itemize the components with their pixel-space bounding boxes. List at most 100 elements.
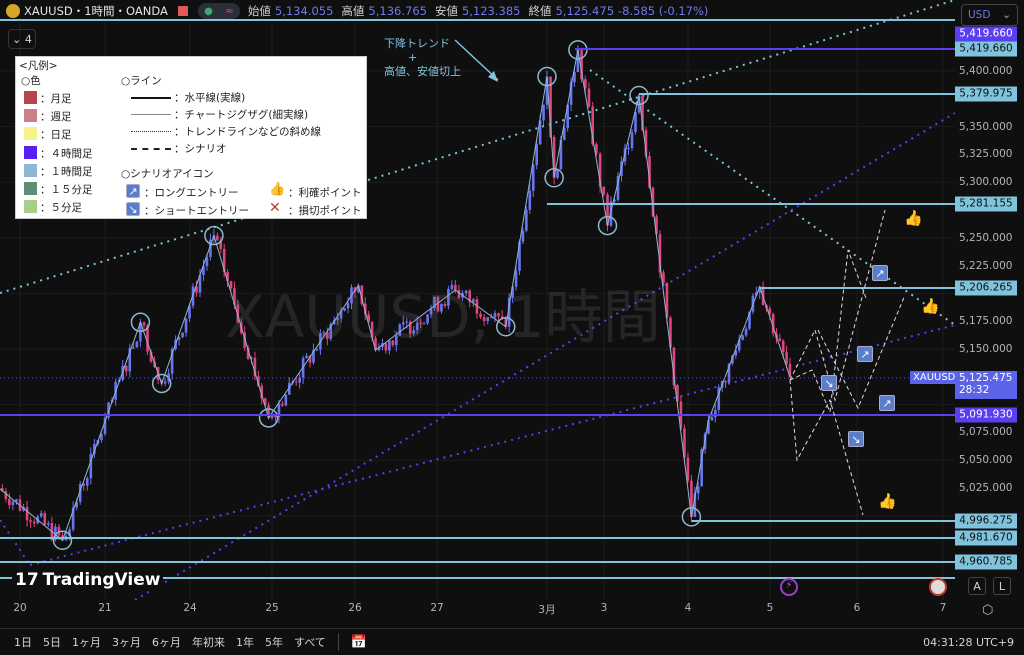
candle bbox=[552, 137, 556, 178]
candle bbox=[274, 414, 277, 418]
time-axis[interactable]: 20 21 24 25 26 27 3月 3 4 5 6 7 bbox=[0, 602, 955, 622]
clock[interactable]: 04:31:28 UTC+9 bbox=[923, 636, 1014, 649]
candle bbox=[549, 76, 552, 138]
symbol-title[interactable]: XAUUSD・1時間・OANDA bbox=[24, 4, 168, 18]
candle bbox=[78, 483, 82, 502]
candle bbox=[281, 403, 284, 406]
candle bbox=[535, 144, 538, 166]
candle bbox=[788, 364, 792, 377]
candle bbox=[528, 190, 532, 210]
arrow-head-icon bbox=[488, 71, 498, 82]
candle bbox=[124, 365, 128, 372]
candle bbox=[472, 299, 475, 303]
candle bbox=[641, 95, 644, 131]
candle bbox=[322, 332, 326, 334]
flag-icon[interactable] bbox=[177, 6, 188, 16]
price-line-label: 5,091.930 bbox=[955, 407, 1017, 423]
candle bbox=[669, 317, 672, 348]
candle bbox=[450, 284, 454, 289]
chevron-down-icon: ⌄ bbox=[12, 32, 25, 46]
scenario-line bbox=[789, 249, 867, 414]
long-entry-icon: ↗ bbox=[857, 346, 873, 362]
time-tick: 3 bbox=[600, 602, 608, 614]
candle bbox=[253, 357, 257, 377]
candle bbox=[433, 296, 436, 309]
candle bbox=[0, 488, 4, 492]
pivot-circle bbox=[681, 507, 702, 527]
candle bbox=[82, 483, 86, 486]
candle bbox=[422, 323, 426, 325]
candle bbox=[374, 337, 377, 351]
legend-color-label: ：週足 bbox=[40, 111, 72, 124]
candle bbox=[170, 349, 174, 374]
candle bbox=[630, 132, 634, 148]
candle bbox=[54, 526, 57, 540]
candle bbox=[440, 303, 443, 312]
high-value: 5,136.765 bbox=[368, 4, 427, 18]
trendline-lower bbox=[29, 324, 955, 566]
log-scale-button[interactable]: L bbox=[993, 577, 1011, 595]
candle bbox=[587, 88, 591, 107]
tradingview-logo[interactable]: 𝟭𝟳 TradingView bbox=[12, 570, 164, 590]
low-value: 5,123.385 bbox=[461, 4, 521, 18]
legend-line-label: ：チャートジグザグ(細実線) bbox=[174, 109, 309, 121]
range-button[interactable]: すべて bbox=[294, 636, 326, 649]
bar-countdown: 28:32 bbox=[959, 384, 990, 396]
trendline-channel bbox=[134, 112, 955, 600]
candle bbox=[415, 322, 419, 331]
us-flag-event-icon[interactable] bbox=[929, 578, 947, 596]
range-button[interactable]: 1ヶ月 bbox=[72, 636, 101, 649]
candle bbox=[686, 457, 690, 481]
range-button[interactable]: 1日 bbox=[14, 636, 32, 649]
price-axis[interactable]: 5,400.000 5,350.000 5,325.000 5,300.000 5,25… bbox=[955, 0, 1024, 600]
candle bbox=[737, 339, 741, 351]
price-tick: 5,250.000 bbox=[959, 231, 1013, 244]
candle bbox=[257, 376, 260, 386]
settings-icon[interactable]: ⬡ bbox=[982, 603, 994, 618]
solid-line-sample bbox=[131, 97, 171, 99]
dotted-line-sample bbox=[131, 131, 171, 132]
candle bbox=[315, 349, 319, 351]
range-button[interactable]: 3ヶ月 bbox=[112, 636, 141, 649]
currency-select[interactable]: USD ⌄ bbox=[961, 4, 1018, 26]
candle bbox=[181, 332, 184, 337]
candle bbox=[426, 314, 429, 324]
short-entry-icon: ↘ bbox=[848, 431, 864, 447]
price-tick: 5,325.000 bbox=[959, 148, 1013, 161]
pivot-circle bbox=[544, 168, 564, 188]
legend-line-label: ：水平線(実線) bbox=[174, 92, 246, 104]
candle bbox=[15, 499, 18, 502]
candle bbox=[479, 313, 482, 318]
candle bbox=[490, 317, 493, 319]
candle bbox=[135, 341, 139, 348]
candle bbox=[598, 153, 602, 187]
range-button[interactable]: 6ヶ月 bbox=[152, 636, 181, 649]
candle bbox=[531, 165, 535, 191]
market-status-pill[interactable]: ● ≈ bbox=[197, 3, 240, 19]
trendline-lower bbox=[0, 519, 31, 566]
auto-scale-button[interactable]: A bbox=[968, 577, 986, 595]
candle bbox=[8, 498, 11, 506]
range-button[interactable]: 5日 bbox=[43, 636, 61, 649]
candle bbox=[717, 387, 721, 410]
pill-icon: ≈ bbox=[225, 5, 234, 17]
time-tick: 20 bbox=[13, 602, 27, 614]
price-tick: 5,175.000 bbox=[959, 315, 1013, 328]
calendar-goto-icon[interactable]: 📅 bbox=[350, 634, 367, 650]
range-button[interactable]: 年初来 bbox=[192, 636, 225, 649]
thin-line-sample bbox=[131, 114, 171, 115]
range-button[interactable]: 5年 bbox=[265, 636, 283, 649]
legend-icon-label: ：利確ポイント bbox=[288, 187, 362, 199]
candle bbox=[367, 314, 370, 323]
price-line-label: 4,960.785 bbox=[955, 554, 1017, 570]
candle bbox=[401, 322, 405, 325]
event-lightning-icon[interactable]: ⚡ bbox=[780, 578, 798, 596]
close-label: 終値 bbox=[528, 4, 552, 18]
indicators-toggle[interactable]: ⌄ 4 bbox=[8, 29, 36, 49]
candle bbox=[651, 187, 655, 217]
range-button[interactable]: 1年 bbox=[236, 636, 254, 649]
legend-color-label: ：１５分足 bbox=[40, 184, 93, 196]
price-chart[interactable] bbox=[0, 0, 955, 600]
candle bbox=[68, 529, 71, 536]
candle bbox=[75, 501, 78, 508]
